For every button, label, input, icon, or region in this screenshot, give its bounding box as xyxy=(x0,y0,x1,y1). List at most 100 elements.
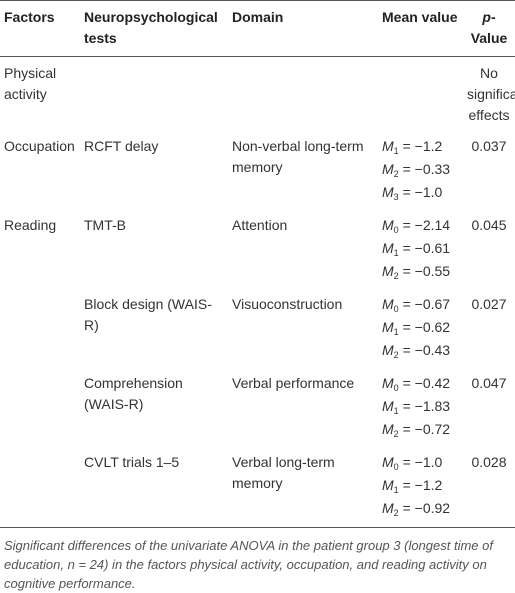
mean-text: = −2.14 xyxy=(398,217,451,233)
mean-index: 0 xyxy=(393,304,399,314)
mean-index: 2 xyxy=(393,169,399,179)
mean-symbol: M xyxy=(382,138,394,154)
p-value-cell: 0.047 xyxy=(471,375,507,391)
mean-index: 1 xyxy=(393,406,399,416)
mean-text: = −0.72 xyxy=(398,421,451,437)
mean-cell: M0 = −2.14 M1 = −0.61 M2 = −0.55 xyxy=(378,209,463,288)
table-header: Factors Neuropsychological tests Domain Mea… xyxy=(0,0,515,57)
mean-value: M1 = −0.61 xyxy=(382,238,459,261)
test-cell: TMT-B xyxy=(84,217,126,233)
mean-index: 1 xyxy=(393,146,399,156)
mean-symbol: M xyxy=(382,217,394,233)
mean-text: = −0.42 xyxy=(398,375,451,391)
table-body: Physical activity No significant effects O… xyxy=(0,57,515,528)
mean-index: 0 xyxy=(393,225,399,235)
mean-symbol: M xyxy=(382,454,394,470)
header-cell: Mean value xyxy=(382,9,458,25)
mean-index: 0 xyxy=(393,383,399,393)
mean-value: M0 = −1.0 xyxy=(382,452,459,475)
empty-cell xyxy=(0,367,80,446)
mean-text: = −0.33 xyxy=(398,161,451,177)
mean-symbol: M xyxy=(382,477,394,493)
mean-value: M1 = −1.83 xyxy=(382,396,459,419)
table-row: Comprehension (WAIS-R) Verbal performance… xyxy=(0,367,515,446)
header-cell: Factors xyxy=(4,9,55,25)
empty-cell xyxy=(228,57,378,131)
factor-cell: Physical activity xyxy=(4,65,57,102)
test-cell: Comprehension (WAIS-R) xyxy=(84,375,183,412)
mean-symbol: M xyxy=(382,421,394,437)
mean-value: M3 = −1.0 xyxy=(382,182,459,205)
p-value-cell: No significant effects xyxy=(467,65,515,123)
domain-cell: Visuoconstruction xyxy=(232,296,343,312)
mean-value: M1 = −0.62 xyxy=(382,317,459,340)
mean-value: M1 = −1.2 xyxy=(382,136,459,159)
mean-value: M0 = −0.42 xyxy=(382,373,459,396)
mean-cell: M0 = −1.0 M1 = −1.2 M2 = −0.92 xyxy=(378,446,463,528)
header-row: Factors Neuropsychological tests Domain Mea… xyxy=(0,0,515,57)
mean-index: 1 xyxy=(393,327,399,337)
p-value-cell: 0.045 xyxy=(471,217,507,233)
factor-cell: Reading xyxy=(4,217,57,233)
test-cell: RCFT delay xyxy=(84,138,159,154)
empty-cell xyxy=(0,288,80,367)
header-cell: p-Value xyxy=(463,1,515,57)
header-cell: Domain xyxy=(232,9,284,25)
table-row: Block design (WAIS-R) Visuoconstruction M0… xyxy=(0,288,515,367)
mean-symbol: M xyxy=(382,184,394,200)
mean-value: M2 = −0.55 xyxy=(382,261,459,284)
mean-text: = −0.61 xyxy=(398,240,451,256)
mean-index: 0 xyxy=(393,462,399,472)
mean-index: 2 xyxy=(393,350,399,360)
mean-symbol: M xyxy=(382,319,394,335)
mean-symbol: M xyxy=(382,263,394,279)
mean-text: = −1.0 xyxy=(398,184,443,200)
mean-value: M2 = −0.92 xyxy=(382,498,459,521)
mean-symbol: M xyxy=(382,240,394,256)
domain-cell: Attention xyxy=(232,217,288,233)
mean-text: = −0.55 xyxy=(398,263,451,279)
caption: Significant differences of the univariat… xyxy=(4,538,493,591)
mean-cell: M0 = −0.67 M1 = −0.62 M2 = −0.43 xyxy=(378,288,463,367)
mean-value: M2 = −0.33 xyxy=(382,159,459,182)
mean-text: = −0.92 xyxy=(398,500,451,516)
mean-index: 2 xyxy=(393,508,399,518)
mean-symbol: M xyxy=(382,500,394,516)
mean-symbol: M xyxy=(382,398,394,414)
table-row: Physical activity No significant effects xyxy=(0,57,515,131)
mean-index: 2 xyxy=(393,271,399,281)
mean-symbol: M xyxy=(382,161,394,177)
domain-cell: Non-verbal long-term memory xyxy=(232,138,364,175)
mean-text: = −1.2 xyxy=(398,138,443,154)
p-value-cell: 0.027 xyxy=(471,296,507,312)
mean-value: M2 = −0.72 xyxy=(382,419,459,442)
empty-cell xyxy=(0,446,80,528)
mean-index: 2 xyxy=(393,429,399,439)
mean-value: M1 = −1.2 xyxy=(382,475,459,498)
mean-text: = −0.43 xyxy=(398,342,451,358)
p-value-cell: 0.037 xyxy=(471,138,507,154)
table-row: Occupation RCFT delay Non-verbal long-term… xyxy=(0,130,515,209)
p-value-cell: 0.028 xyxy=(471,454,507,470)
header-cell: Neuropsychological tests xyxy=(84,9,218,46)
test-cell: Block design (WAIS-R) xyxy=(84,296,212,333)
mean-symbol: M xyxy=(382,342,394,358)
table-row: Reading TMT-B Attention M0 = −2.14 M1 = −0.6… xyxy=(0,209,515,288)
mean-cell: M0 = −0.42 M1 = −1.83 M2 = −0.72 xyxy=(378,367,463,446)
domain-cell: Verbal long-term memory xyxy=(232,454,335,491)
mean-symbol: M xyxy=(382,375,394,391)
mean-text: = −1.83 xyxy=(398,398,451,414)
mean-cell: M1 = −1.2 M2 = −0.33 M3 = −1.0 xyxy=(378,130,463,209)
test-cell: CVLT trials 1–5 xyxy=(84,454,180,470)
mean-index: 3 xyxy=(393,192,399,202)
data-table: Factors Neuropsychological tests Domain Mea… xyxy=(0,0,515,528)
mean-text: = −0.67 xyxy=(398,296,451,312)
mean-cell xyxy=(378,57,463,131)
header-italic: p xyxy=(482,9,491,25)
mean-index: 1 xyxy=(393,248,399,258)
mean-value: M2 = −0.43 xyxy=(382,340,459,363)
empty-cell xyxy=(80,57,228,131)
mean-value: M0 = −0.67 xyxy=(382,294,459,317)
factor-cell: Occupation xyxy=(4,138,75,154)
